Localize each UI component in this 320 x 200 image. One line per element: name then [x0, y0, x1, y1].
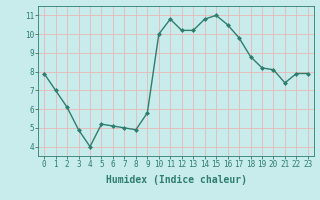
X-axis label: Humidex (Indice chaleur): Humidex (Indice chaleur) — [106, 175, 246, 185]
